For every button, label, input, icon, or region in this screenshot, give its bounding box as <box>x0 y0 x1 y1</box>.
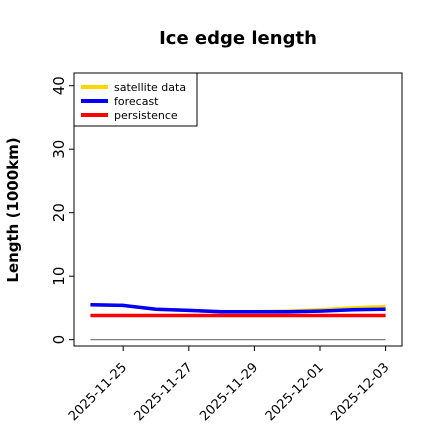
legend-label-forecast: forecast <box>114 95 159 108</box>
y-axis: 0 10 20 30 40 <box>50 76 74 344</box>
plot-frame <box>73 72 403 347</box>
x-tick-label: 2025-12-03 <box>328 360 392 424</box>
x-tick-label: 2025-11-27 <box>132 360 196 424</box>
y-tick-label: 0 <box>50 335 68 345</box>
legend: satellite data forecast persistence <box>73 72 198 127</box>
y-tick-label: 30 <box>50 140 68 159</box>
x-tick-label: 2025-12-01 <box>263 360 327 424</box>
series-line-forecast <box>90 302 386 314</box>
series-layer <box>90 302 386 341</box>
x-tick-label: 2025-11-29 <box>197 360 261 424</box>
y-axis-label: Length (1000km) <box>4 137 22 282</box>
chart-title: Ice edge length <box>159 28 317 49</box>
y-tick-label: 20 <box>50 203 68 222</box>
legend-label-satellite-data: satellite data <box>114 81 186 94</box>
legend-label-persistence: persistence <box>114 109 178 122</box>
y-tick-label: 10 <box>50 267 68 286</box>
x-tick-label: 2025-11-25 <box>66 360 130 424</box>
x-axis: 2025-11-25 2025-11-27 2025-11-29 2025-12-01… <box>66 346 392 424</box>
y-tick-label: 40 <box>50 76 68 95</box>
